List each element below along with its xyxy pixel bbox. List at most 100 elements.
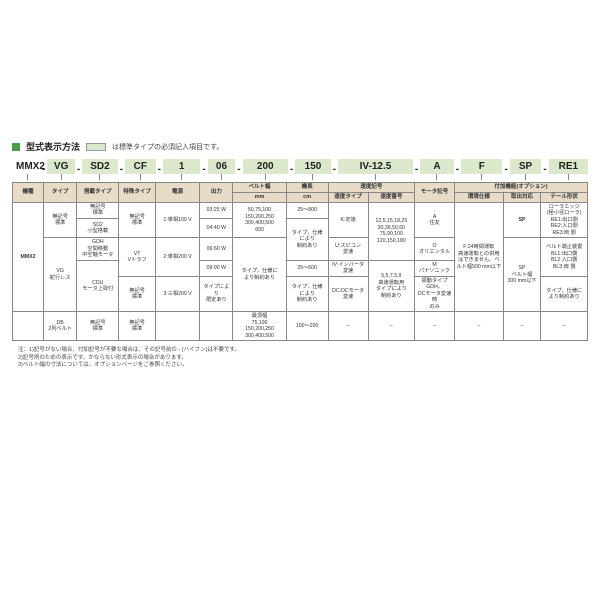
model-segment: SP [510, 159, 542, 180]
cell: F:24時間運転高速運転との併用はできません、ベルト幅500 mm以下 [454, 202, 503, 312]
cell: 2:単相200 V [155, 238, 199, 277]
cell: 50,75,100150,200,250300,400,500600 [233, 202, 286, 238]
connector-line [27, 174, 28, 180]
model-segment: 150 [295, 159, 330, 180]
model-segment: SD2 [82, 159, 117, 180]
th-option: 付加機能(オプション) [454, 183, 587, 193]
connector-line [481, 174, 482, 180]
th-length: 機長 [286, 183, 328, 193]
model-code: F [461, 159, 502, 174]
table-row: MMX2 無記号標準 無記号標準 無記号標準 1:単相100 V 03:25 W… [13, 202, 588, 218]
model-segment: F [461, 159, 502, 180]
model-segment: VG [47, 159, 75, 180]
cell: 1:単相100 V [155, 202, 199, 238]
model-code: RE1 [549, 159, 588, 174]
cell: タイプ，仕様により制約あり [286, 276, 328, 312]
cell: 無記号標準 [77, 202, 119, 218]
connector-line [265, 174, 266, 180]
cell-empty [13, 312, 44, 341]
th-speed-type: 速度タイプ [328, 192, 368, 202]
cell-machine: MMX2 [13, 202, 44, 312]
cell: 5,5,7,5,9高速運転用タイプにより制約あり [368, 260, 415, 312]
table-row: DB2列ベルト 無記号標準 無記号標準 最頂幅75,100150,200,250… [13, 312, 588, 341]
cell: 09:90 W [200, 260, 233, 276]
cell: 無記号標準 [119, 276, 156, 312]
model-code: A [420, 159, 453, 174]
cell-empty [200, 312, 233, 341]
cell: K:定速 [328, 202, 368, 238]
cell: SD2小型搭載 [77, 218, 119, 238]
cell: 12,5,15,18,2530,36,50,6075,90,100120,150… [368, 202, 415, 260]
cell: GDH空間移動中空軸モータ [77, 238, 119, 261]
th-speed: 速度記号 [328, 183, 414, 193]
title-bullet [12, 143, 20, 151]
th-type: タイプ [44, 183, 77, 203]
model-segment: CF [125, 159, 156, 180]
cell: 25～600 [286, 260, 328, 276]
cell: VTVトラフ [119, 238, 156, 277]
model-code: SD2 [82, 159, 117, 174]
model-segment: A [420, 159, 453, 180]
cell: 06:60 W [200, 238, 233, 261]
model-dash: - [119, 164, 124, 175]
title-text: 型式表示方法 [26, 140, 80, 153]
legend-text: は標準タイプの必須記入項目です。 [112, 142, 223, 152]
connector-line [99, 174, 100, 180]
cell: SP [503, 202, 541, 238]
model-dash: - [289, 164, 294, 175]
connector-line [61, 174, 62, 180]
note-line: 2)記号例のための表示です。かならない形式表示の場合があります。 [18, 355, 588, 362]
connector-line [436, 174, 437, 180]
cell: U:スピコン変速 [328, 238, 368, 261]
cell: IV:インバータ変速 [328, 260, 368, 276]
model-dash: - [157, 164, 162, 175]
cell: CDUモータ上取付 [77, 260, 119, 312]
th-beltw-u: mm [233, 192, 286, 202]
model-segment: IV-12.5 [338, 159, 413, 180]
th-motor: モータ記号 [415, 183, 455, 203]
model-dash: - [503, 164, 508, 175]
cell: – [328, 312, 368, 341]
connector-line [140, 174, 141, 180]
model-dash: - [76, 164, 81, 175]
cell: Oオリエンタル [415, 238, 455, 261]
model-segment: 200 [243, 159, 288, 180]
model-code: 200 [243, 159, 288, 174]
model-code: SP [510, 159, 542, 174]
model-segment: 06 [208, 159, 236, 180]
footnotes: 注：1)記号がない場合、付加記号が不要な場合は、その記号前の - (ハイフン)は… [12, 347, 588, 369]
model-segment: 1 [163, 159, 200, 180]
cell-empty [155, 312, 199, 341]
cell: – [541, 312, 588, 341]
model-dash: - [455, 164, 460, 175]
cell: 無記号標準 [44, 202, 77, 238]
connector-line [181, 174, 182, 180]
cell: 03:25 W [200, 202, 233, 218]
th-tail: テール形状 [541, 192, 588, 202]
note-line: 注：1)記号がない場合、付加記号が不要な場合は、その記号前の - (ハイフン)は… [18, 347, 588, 354]
cell: – [415, 312, 455, 341]
th-machine: 機種 [13, 183, 44, 203]
connector-line [221, 174, 222, 180]
model-code-row: MMX2-VG-SD2-CF-1-06-200-150-IV-12.5-A-F-… [14, 159, 588, 180]
model-dash: - [236, 164, 241, 175]
cell: 3:三相200 V [155, 276, 199, 312]
cell: – [503, 312, 541, 341]
cell: 100～200 [286, 312, 328, 341]
cell: VG蛇行レス [44, 238, 77, 312]
th-output: 出力 [200, 183, 233, 203]
cell: タイプ，仕様により制約あり [233, 238, 286, 312]
cell: Mパナソニック [415, 260, 455, 276]
model-segment: RE1 [549, 159, 588, 180]
legend-swatch [86, 143, 106, 151]
note-line: 3)ベルト幅の寸法については、オプションページをご参照ください。 [18, 362, 588, 369]
cell: SPベルト幅300 mm以下 [503, 238, 541, 312]
th-speed-no: 速度番号 [368, 192, 415, 202]
model-code: 150 [295, 159, 330, 174]
cell: ローラエッジ(極小径ローラ)RE1:出口側RE2:入口側RE3:両 側 [541, 202, 588, 238]
model-code: CF [125, 159, 156, 174]
model-dash: - [41, 164, 46, 175]
cell: タイプにより限定あり [200, 276, 233, 312]
connector-line [525, 174, 526, 180]
cell: 25～800 [286, 202, 328, 218]
